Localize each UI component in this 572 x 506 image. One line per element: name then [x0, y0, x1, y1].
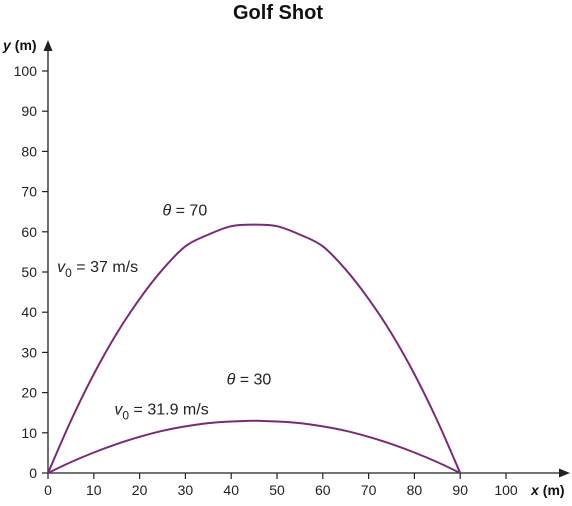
annotation-subscript: 0: [122, 409, 129, 423]
x-tick-label: 100: [494, 482, 518, 498]
annotation-label: θ = 70: [163, 203, 208, 220]
y-tick-label: 0: [29, 465, 37, 481]
x-tick-label: 30: [178, 482, 194, 498]
x-axis-arrow: [559, 468, 570, 478]
y-ticks: 0 10 20 30 40 50 60 70 80 90 100: [14, 63, 48, 481]
annotation-symbol: θ: [163, 203, 172, 220]
y-tick-label: 80: [21, 143, 37, 159]
trajectory-line: [47, 419, 461, 474]
x-axis-unit: (m): [543, 482, 565, 498]
x-tick-label: 0: [44, 482, 52, 498]
annotation-symbol: θ: [227, 372, 236, 389]
y-tick-label: 100: [14, 63, 38, 79]
annotation-symbol: v: [57, 259, 66, 276]
x-tick-label: 60: [315, 482, 331, 498]
annotation-label: v0 = 31.9 m/s: [114, 402, 208, 423]
x-ticks: 0 10 20 30 40 50 60 70 80 90 100: [44, 473, 518, 498]
annotation-label: θ = 30: [227, 372, 272, 389]
x-tick-label: 70: [361, 482, 377, 498]
trajectory-curves: [47, 223, 462, 474]
annotation-label: v0 = 37 m/s: [57, 259, 138, 280]
y-tick-label: 90: [21, 103, 37, 119]
x-tick-label: 50: [269, 482, 285, 498]
y-tick-label: 50: [21, 264, 37, 280]
annotation-symbol: v: [114, 402, 123, 419]
axes: [43, 40, 570, 478]
y-axis-arrow: [43, 40, 53, 51]
chart-title: Golf Shot: [233, 2, 323, 24]
y-tick-label: 20: [21, 385, 37, 401]
y-tick-label: 10: [21, 425, 37, 441]
x-tick-label: 10: [86, 482, 102, 498]
x-tick-label: 40: [223, 482, 239, 498]
x-tick-label: 20: [132, 482, 148, 498]
y-axis-symbol: y: [2, 37, 12, 53]
y-tick-label: 30: [21, 344, 37, 360]
y-tick-label: 60: [21, 224, 37, 240]
y-tick-label: 40: [21, 304, 37, 320]
trajectory-line: [47, 223, 462, 474]
x-tick-label: 90: [452, 482, 468, 498]
annotation-text: = 30: [235, 372, 271, 389]
y-axis-label: y (m): [2, 37, 37, 53]
y-axis-unit: (m): [15, 37, 37, 53]
annotation-subscript: 0: [65, 266, 72, 280]
y-tick-label: 70: [21, 184, 37, 200]
annotation-text: = 70: [171, 203, 207, 220]
x-axis-label: x (m): [530, 482, 565, 498]
x-axis-symbol: x: [530, 482, 540, 498]
annotation-text: = 31.9 m/s: [129, 402, 209, 419]
x-tick-label: 80: [407, 482, 423, 498]
annotation-text: = 37 m/s: [72, 259, 138, 276]
